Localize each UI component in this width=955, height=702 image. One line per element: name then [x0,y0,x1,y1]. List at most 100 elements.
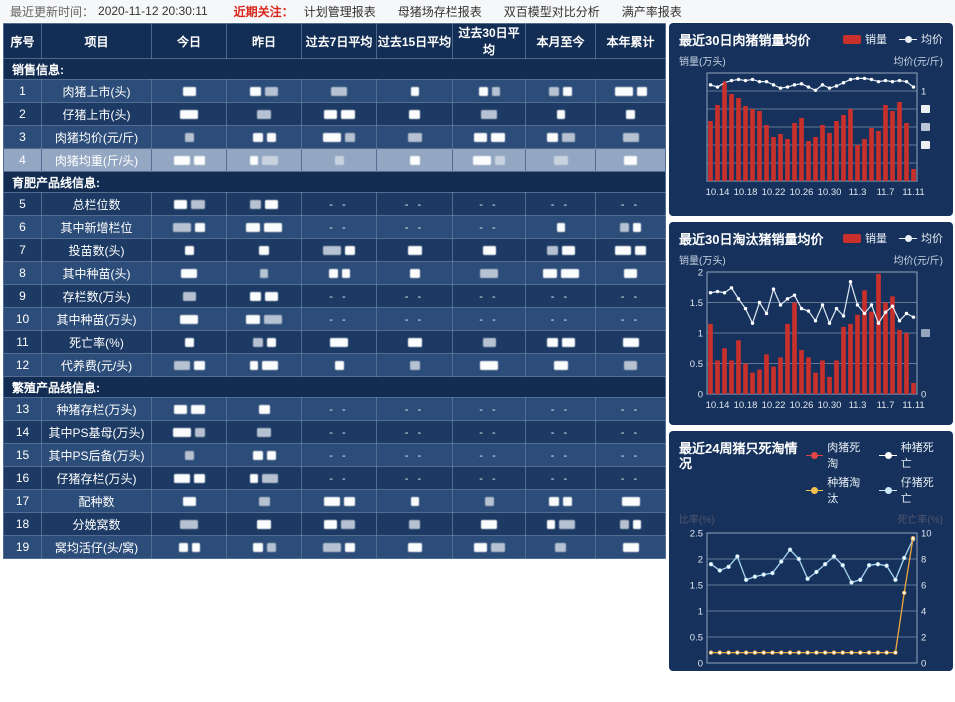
redacted-value-block [490,133,505,143]
section-title: 销售信息: [3,58,666,80]
redacted-value-block [262,361,278,371]
value-cell [151,102,227,126]
redacted-value-block [178,543,188,553]
redacted-value-block [473,543,487,553]
item-name: 其中PS基母(万头) [41,420,152,444]
value-cell [525,215,596,239]
redacted-value-block [560,269,579,279]
table-row-8[interactable]: 8 其中种苗(头) [3,261,666,285]
redacted-value-block [556,223,565,233]
table-row-7[interactable]: 7 投苗数(头) [3,238,666,262]
report-link-4[interactable]: 满产率报表 [621,4,682,19]
right-axis-label: 均价(元/斤) [893,57,943,68]
legend-label: 销量 [865,34,887,46]
legend-label: 仔猪死亡 [900,477,934,505]
table-row-3[interactable]: 3 肉猪均价(元/斤) [3,125,666,149]
value-cell: - - [595,307,666,331]
table-row-6[interactable]: 6 其中新增栏位 - -- -- - [3,215,666,239]
table-row-15[interactable]: 15 其中PS后备(万头) - -- -- -- -- - [3,443,666,467]
table-row-16[interactable]: 16 仔猪存栏(万头) - -- -- -- -- - [3,466,666,490]
redacted-value-block [624,269,637,279]
value-cell [376,148,453,172]
right-axis-label: 死亡率(%) [897,515,943,526]
row-number: 19 [3,535,42,559]
report-link-1[interactable]: 计划管理报表 [303,4,376,19]
redacted-value-block [481,520,497,530]
redacted-value-block [341,269,350,279]
redacted-value-block [250,361,258,371]
legend-item-销量[interactable]: 销量 [843,230,887,246]
value-cell [376,512,453,536]
table-row-5[interactable]: 5 总栏位数 - -- -- -- -- - [3,192,666,216]
table-row-9[interactable]: 9 存栏数(万头) - -- -- -- -- - [3,284,666,308]
report-link-2[interactable]: 母猪场存栏报表 [397,4,482,19]
value-cell [525,148,596,172]
table-row-18[interactable]: 18 分娩窝数 [3,512,666,536]
value-cell [301,148,377,172]
row-number: 15 [3,443,42,467]
value-cell: - - [376,307,453,331]
value-cell: - - [301,215,377,239]
redacted-value-block [409,156,420,166]
value-cell [376,489,453,513]
table-row-13[interactable]: 13 种猪存栏(万头) - -- -- -- -- - [3,397,666,421]
value-cell: - - [452,420,526,444]
row-number: 12 [3,353,42,377]
table-row-2[interactable]: 2 仔猪上市(头) [3,102,666,126]
value-cell [452,535,526,559]
table-header-row: 序号 项目 今日 昨日 过去7日平均 过去15日平均 过去30日平均 本月至今 本年累计 [3,23,666,59]
redacted-value-block [193,474,205,484]
svg-text:11.7: 11.7 [877,400,895,411]
value-cell [151,443,227,467]
recent-focus-label: 近期关注： [233,4,294,19]
value-cell [226,466,302,490]
value-cell [376,535,453,559]
svg-text:10.18: 10.18 [734,187,758,198]
redacted-value-block [478,87,488,97]
legend-item-种猪淘汰[interactable]: 种猪淘汰 [805,474,870,506]
table-row-4[interactable]: 4 肉猪均重(斤/头) [3,148,666,172]
col-header: 项目 [41,23,152,59]
legend-item-均价[interactable]: 均价 [899,230,943,246]
top-status-bar: 最近更新时间： 2020-11-12 20:30:11 近期关注： 计划管理报表… [0,0,955,22]
redacted-value-block [257,428,271,438]
value-cell [301,353,377,377]
legend-bar-swatch-icon [843,233,861,243]
table-row-11[interactable]: 11 死亡率(%) [3,330,666,354]
value-cell [226,330,302,354]
value-cell [525,261,596,285]
value-cell [151,215,227,239]
value-cell [525,125,596,149]
legend-item-仔猪死亡[interactable]: 仔猪死亡 [879,474,943,506]
legend-item-销量[interactable]: 销量 [843,31,887,47]
row-number: 5 [3,192,42,216]
table-row-17[interactable]: 17 配种数 [3,489,666,513]
value-cell: - - [525,307,596,331]
value-cell: - - [301,443,377,467]
legend-item-肉猪死淘[interactable]: 肉猪死淘 [805,439,870,471]
table-row-10[interactable]: 10 其中种苗(万头) - -- -- -- -- - [3,307,666,331]
redacted-value-block [624,361,637,371]
value-cell: - - [301,420,377,444]
redacted-value-block [257,110,271,120]
table-row-19[interactable]: 19 窝均活仔(头/窝) [3,535,666,559]
redacted-value-block [614,87,633,97]
redacted-value-block [622,133,639,143]
redacted-value-block [410,87,419,97]
value-cell [226,535,302,559]
report-link-3[interactable]: 双百模型对比分析 [503,4,600,19]
legend-item-种猪死亡[interactable]: 种猪死亡 [879,439,943,471]
redacted-value-block [328,269,338,279]
report-table: 序号 项目 今日 昨日 过去7日平均 过去15日平均 过去30日平均 本月至今 本年累计 销售信… [3,23,666,559]
value-cell [452,261,526,285]
legend-item-均价[interactable]: 均价 [899,31,943,47]
redacted-value-block [323,543,341,553]
table-row-14[interactable]: 14 其中PS基母(万头) - -- -- -- -- - [3,420,666,444]
table-row-1[interactable]: 1 肉猪上市(头) [3,79,666,103]
table-row-12[interactable]: 12 代养费(元/头) [3,353,666,377]
redacted-value-block [330,338,348,348]
value-cell [376,330,453,354]
svg-text:10.30: 10.30 [818,187,842,198]
value-cell [525,353,596,377]
redacted-value-block [173,474,190,484]
